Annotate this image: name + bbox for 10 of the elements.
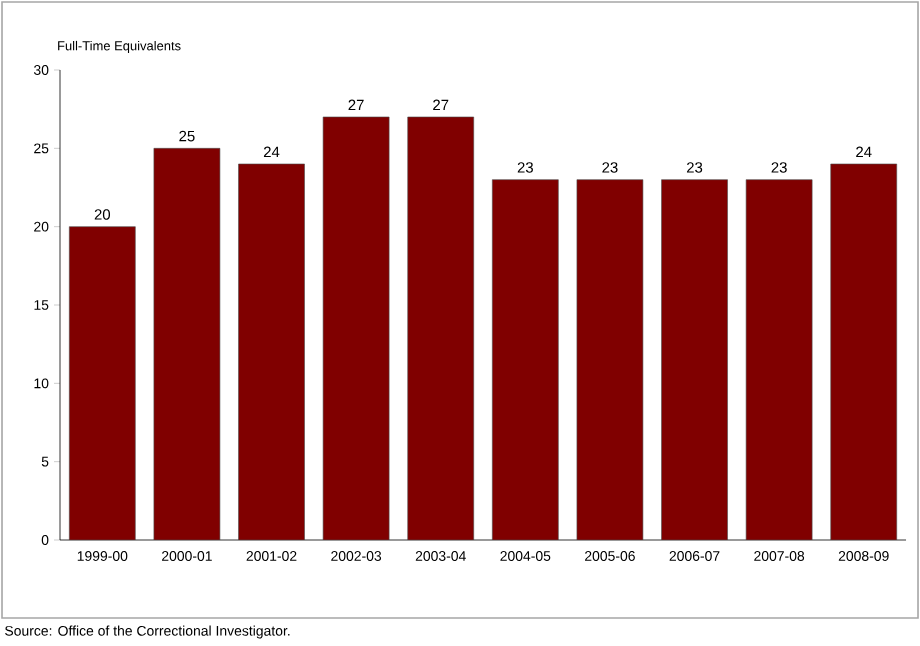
bar — [322, 116, 390, 540]
bar — [661, 179, 728, 540]
bar — [576, 179, 644, 540]
bar — [407, 116, 475, 540]
bar — [492, 179, 559, 540]
bar — [69, 226, 136, 540]
bar — [153, 148, 221, 540]
bar — [238, 163, 305, 540]
bar — [830, 163, 898, 540]
bar — [745, 179, 813, 540]
